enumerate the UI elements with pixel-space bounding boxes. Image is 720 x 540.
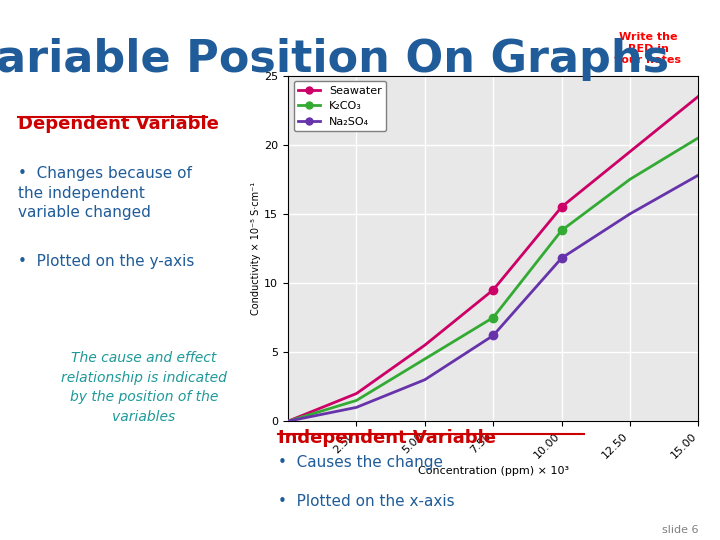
Text: Variable Position On Graphs: Variable Position On Graphs — [0, 38, 670, 81]
Text: Independent Variable: Independent Variable — [278, 429, 496, 447]
Text: •  Changes because of
the independent
variable changed: • Changes because of the independent var… — [18, 166, 192, 220]
Text: The cause and effect
relationship is indicated
by the position of the
variables: The cause and effect relationship is ind… — [61, 351, 227, 424]
Legend: Seawater, K₂CO₃, Na₂SO₄: Seawater, K₂CO₃, Na₂SO₄ — [294, 81, 387, 131]
Y-axis label: Conductivity × 10⁻⁵ S·cm⁻¹: Conductivity × 10⁻⁵ S·cm⁻¹ — [251, 182, 261, 315]
Text: Dependent Variable: Dependent Variable — [18, 116, 219, 133]
X-axis label: Concentration (ppm) × 10³: Concentration (ppm) × 10³ — [418, 466, 569, 476]
Text: •  Plotted on the x-axis: • Plotted on the x-axis — [278, 494, 454, 509]
Text: slide 6: slide 6 — [662, 524, 698, 535]
Text: •  Causes the change: • Causes the change — [278, 455, 443, 470]
Text: Write the
RED in
your notes: Write the RED in your notes — [614, 32, 682, 65]
Text: •  Plotted on the y-axis: • Plotted on the y-axis — [18, 254, 194, 269]
